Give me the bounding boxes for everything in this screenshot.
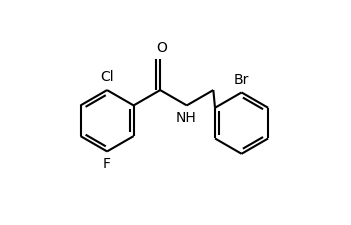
Text: Br: Br bbox=[234, 72, 249, 87]
Text: Cl: Cl bbox=[100, 70, 114, 84]
Text: O: O bbox=[156, 41, 167, 55]
Text: F: F bbox=[103, 157, 111, 171]
Text: NH: NH bbox=[175, 111, 196, 125]
